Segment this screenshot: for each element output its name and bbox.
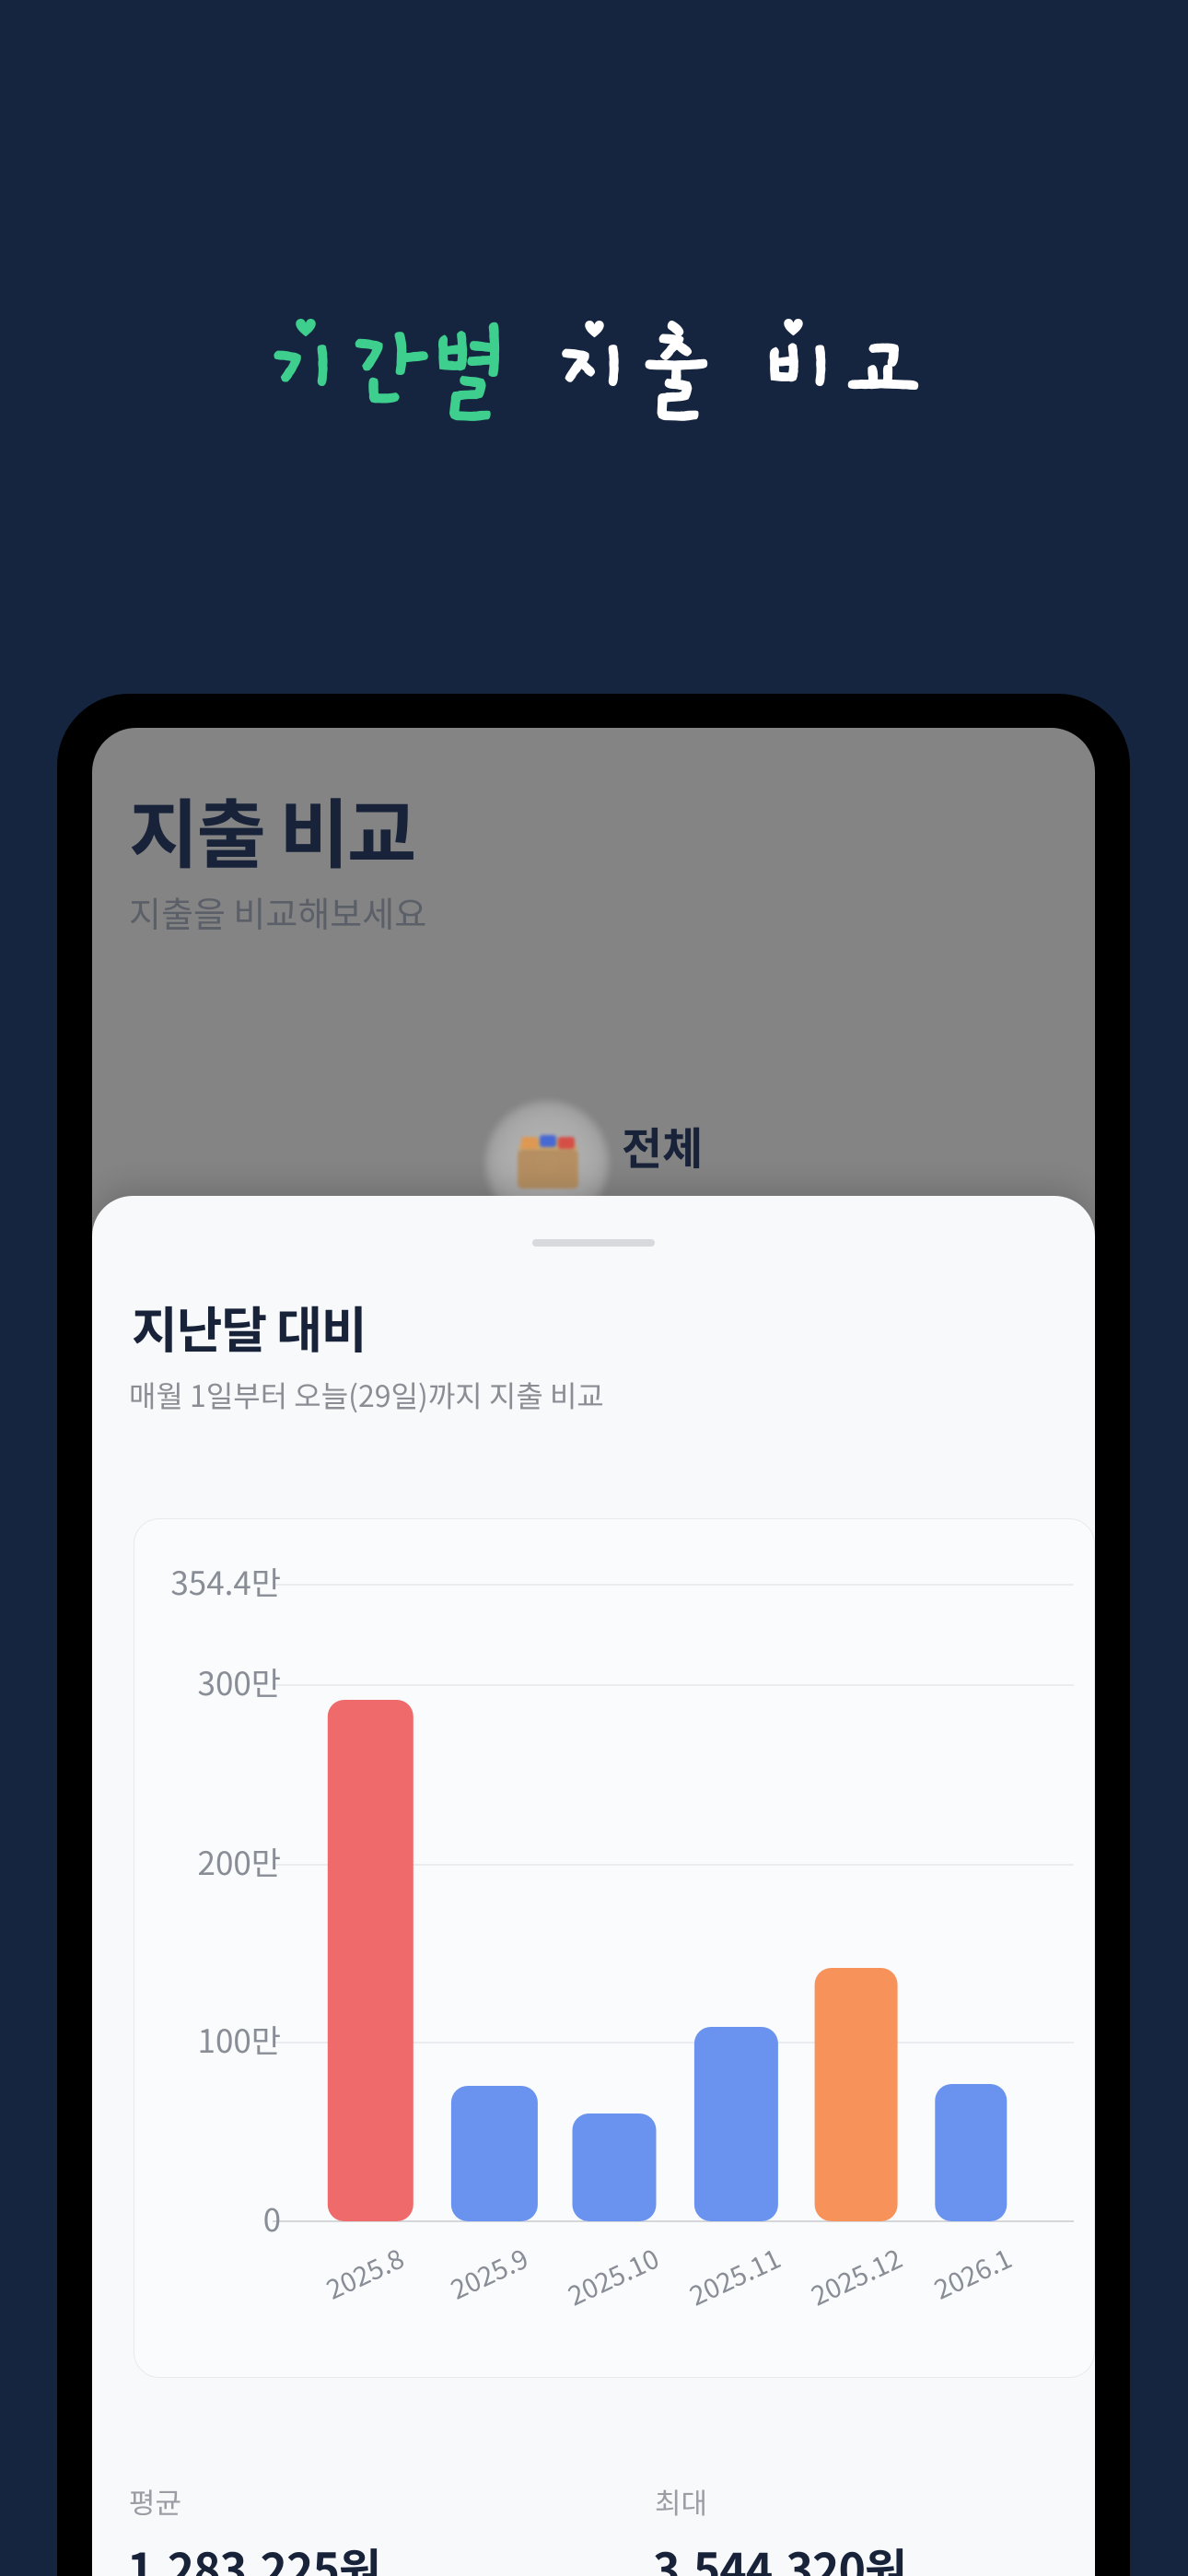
- svg-text:100만: 100만: [198, 2016, 281, 2063]
- svg-text:300만: 300만: [198, 1658, 281, 1705]
- svg-text:354.4만: 354.4만: [170, 1558, 281, 1605]
- svg-text:2025.9: 2025.9: [444, 2238, 534, 2307]
- svg-text:0: 0: [263, 2195, 281, 2242]
- svg-text:2025.11: 2025.11: [682, 2238, 786, 2313]
- svg-text:200만: 200만: [198, 1838, 281, 1885]
- svg-text:2026.1: 2026.1: [927, 2238, 1018, 2307]
- svg-text:2025.10: 2025.10: [561, 2238, 665, 2313]
- svg-text:2025.12: 2025.12: [804, 2238, 908, 2313]
- svg-text:2025.8: 2025.8: [320, 2238, 410, 2307]
